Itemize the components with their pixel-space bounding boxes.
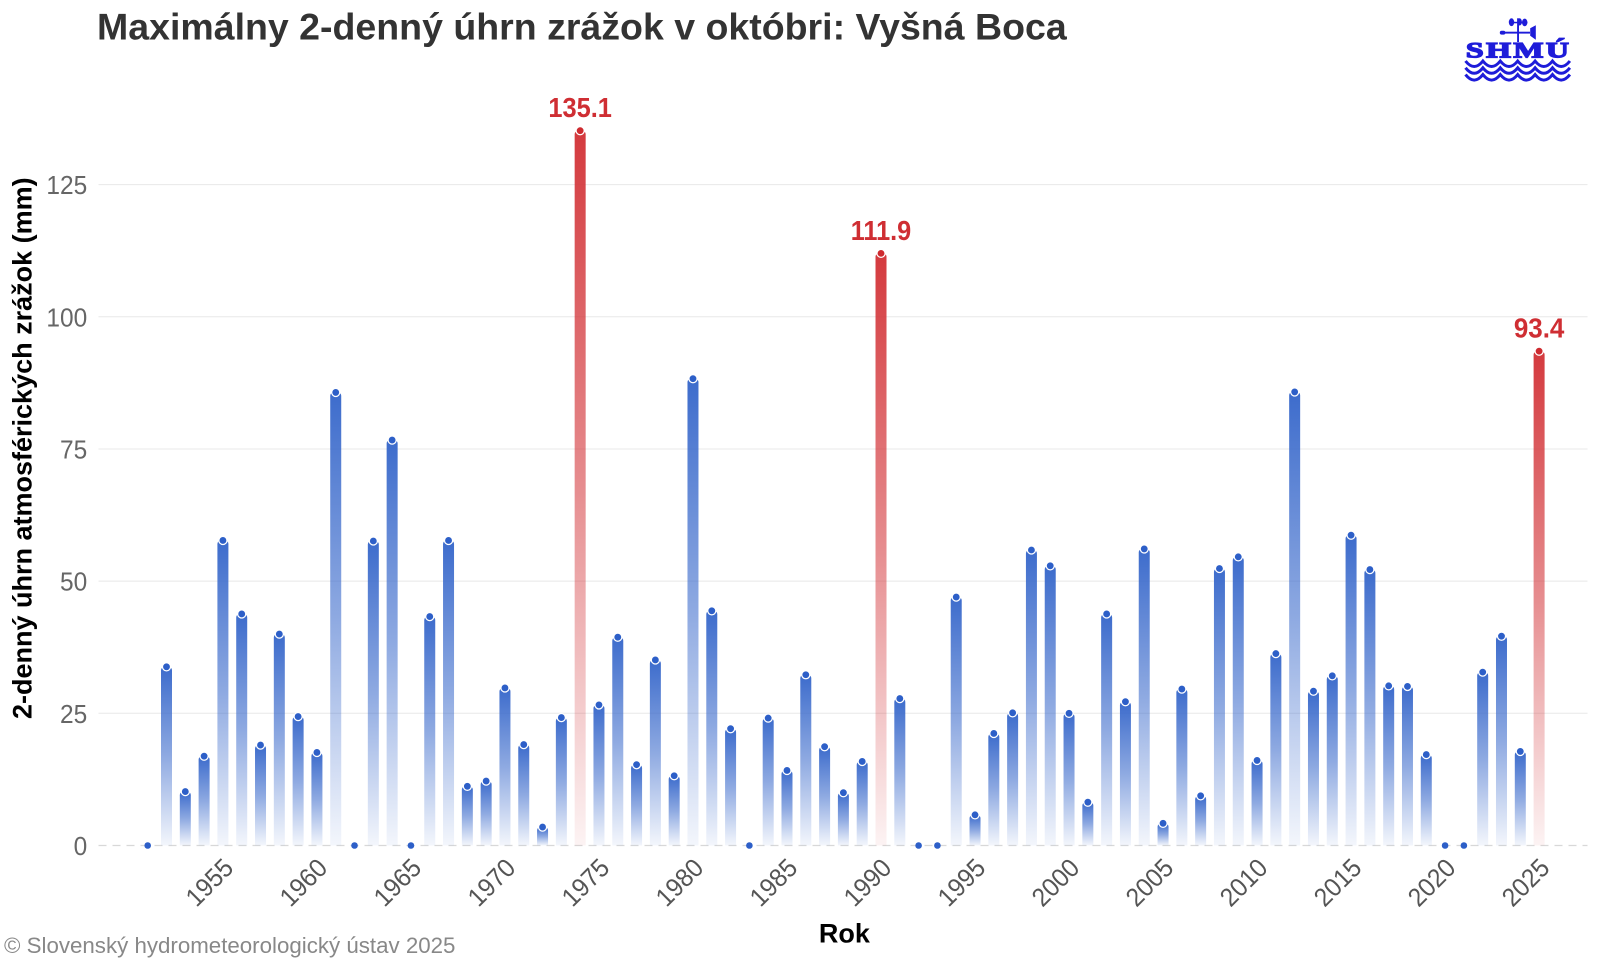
svg-text:Maximálny 2-denný úhrn zrážok: Maximálny 2-denný úhrn zrážok v októbri:… [97, 6, 1068, 48]
svg-text:93.4: 93.4 [1514, 313, 1565, 344]
svg-text:2-denný úhrn atmosférických zr: 2-denný úhrn atmosférických zrážok (mm) [8, 177, 38, 719]
svg-text:111.9: 111.9 [851, 215, 912, 246]
svg-text:0: 0 [74, 831, 88, 861]
svg-text:Rok: Rok [819, 919, 871, 949]
svg-text:SHMÚ: SHMÚ [1466, 38, 1572, 62]
svg-text:50: 50 [60, 567, 87, 597]
svg-text:125: 125 [46, 170, 87, 200]
svg-text:25: 25 [60, 699, 87, 729]
svg-text:135.1: 135.1 [548, 92, 612, 123]
svg-text:75: 75 [60, 435, 87, 465]
svg-text:© Slovenský hydrometeorologick: © Slovenský hydrometeorologický ústav 20… [4, 933, 455, 958]
svg-text:100: 100 [46, 302, 87, 332]
